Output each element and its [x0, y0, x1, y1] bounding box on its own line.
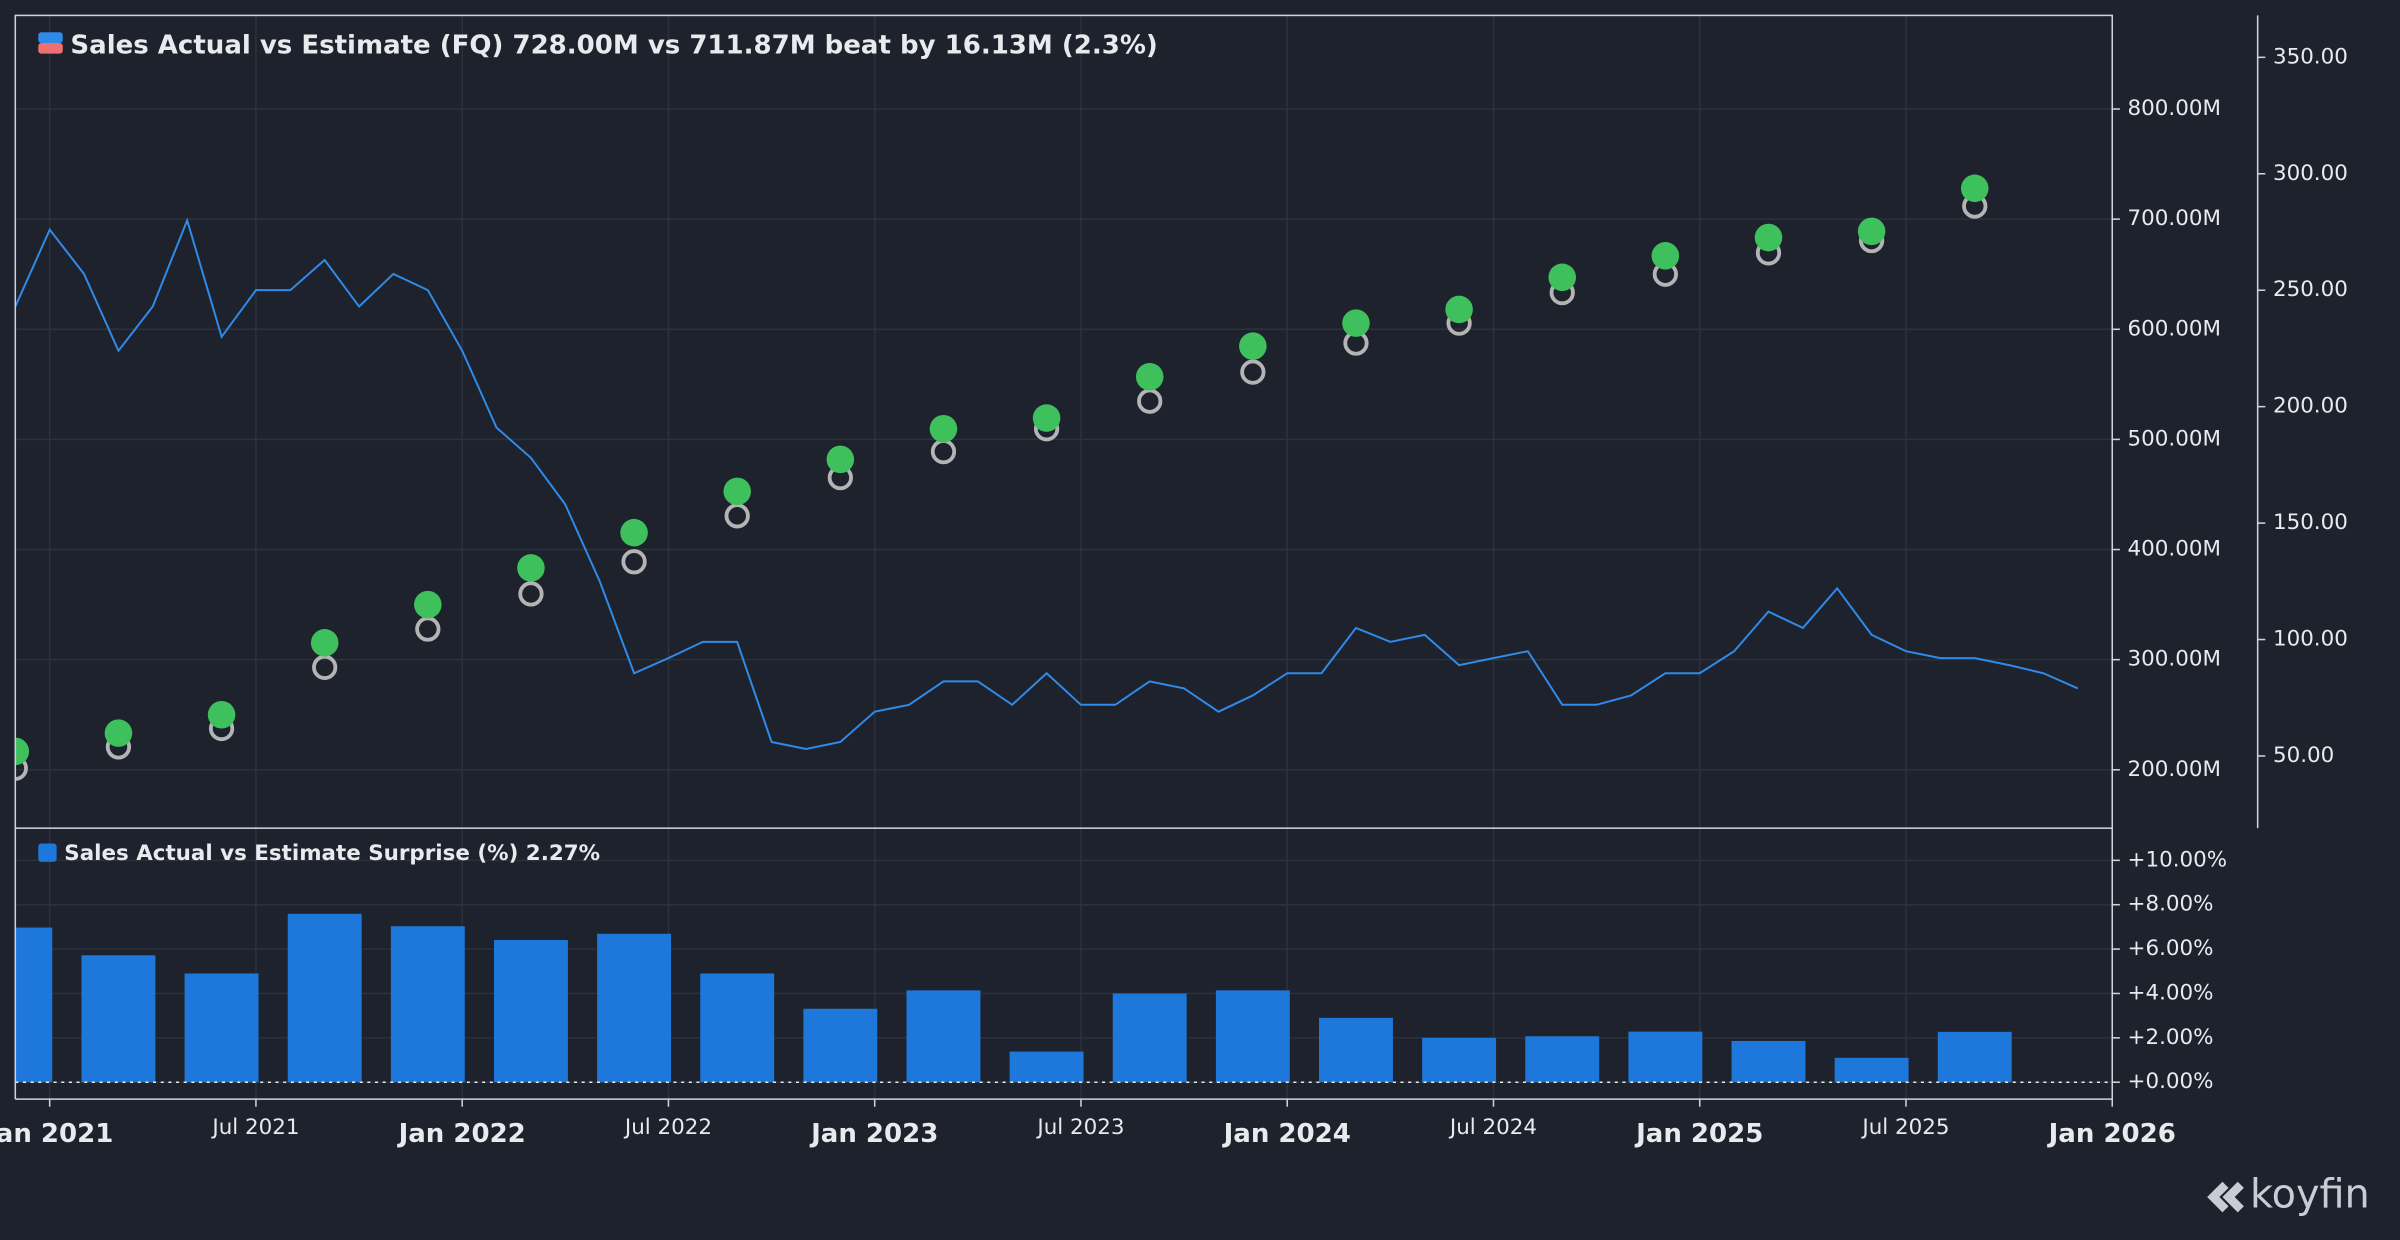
bar — [700, 973, 775, 1083]
y-tick-label: +8.00% — [2128, 892, 2214, 917]
legend-icon — [38, 32, 63, 43]
axes: 200.00M 300.00M 400.00M 500.00M 600.00M 700.0… — [0, 44, 2348, 1148]
y-tick-label: 500.00M — [2128, 426, 2221, 451]
bar — [184, 973, 259, 1083]
y2-tick-label: 200.00 — [2273, 394, 2348, 419]
actual-point — [207, 700, 236, 729]
bar — [1731, 1040, 1806, 1083]
x-tick-label: Jul 2025 — [1860, 1115, 1949, 1140]
y2-tick-label: 100.00 — [2273, 627, 2348, 652]
y-tick-label: 400.00M — [2128, 537, 2221, 562]
actual-point — [1342, 309, 1370, 337]
bar — [1319, 1017, 1393, 1083]
actual-point — [414, 590, 442, 619]
bar — [1422, 1037, 1497, 1083]
logo-icon — [2207, 1181, 2244, 1213]
actual-point — [1857, 217, 1886, 246]
y-tick-label: 200.00M — [2128, 757, 2221, 782]
bar — [1937, 1031, 2012, 1083]
bar — [390, 926, 465, 1083]
y-tick-label: 600.00M — [2128, 316, 2221, 341]
estimate-point — [312, 654, 338, 681]
actual-point — [1548, 263, 1577, 292]
actual-point — [310, 629, 339, 657]
actual-point — [1754, 223, 1783, 252]
bar — [287, 913, 362, 1083]
bar — [1009, 1051, 1084, 1083]
price-line — [15, 217, 2079, 751]
bar — [1525, 1036, 1600, 1083]
y2-tick-label: 350.00 — [2273, 44, 2348, 69]
y-tick-label: +2.00% — [2128, 1025, 2214, 1050]
x-tick-label: Jul 2023 — [1035, 1115, 1124, 1140]
y2-tick-label: 50.00 — [2273, 743, 2334, 768]
x-tick-label: Jan 2023 — [809, 1119, 938, 1149]
bar — [15, 927, 53, 1083]
actual-point — [1135, 362, 1164, 391]
bar — [1112, 993, 1187, 1083]
x-tick-label: Jan 2025 — [1634, 1119, 1763, 1149]
bar — [906, 990, 981, 1083]
actual-point — [104, 719, 133, 747]
y2-tick-label: 250.00 — [2273, 277, 2348, 302]
x-tick-label: Jan 2026 — [2047, 1119, 2176, 1149]
bar — [1628, 1031, 1703, 1083]
bar — [1834, 1057, 1909, 1083]
price-panel — [15, 15, 2113, 829]
chart-title: Sales Actual vs Estimate Surprise (%) 2.… — [64, 841, 600, 866]
actual-point — [1032, 404, 1061, 432]
panel-border — [14, 14, 2114, 829]
estimate-point — [15, 755, 28, 781]
estimate-point — [1240, 359, 1266, 385]
actual-point — [1960, 174, 1989, 203]
y-tick-label: 800.00M — [2128, 96, 2221, 121]
x-tick-label: Jan 2024 — [1222, 1119, 1351, 1149]
legend-icon — [38, 843, 57, 862]
y-tick-label: +0.00% — [2128, 1069, 2214, 1094]
actual-point — [723, 477, 751, 506]
x-tick-label: Jan 2021 — [0, 1119, 113, 1149]
x-tick-label: Jul 2022 — [623, 1115, 712, 1140]
x-tick-label: Jul 2021 — [210, 1115, 299, 1140]
actual-point — [517, 554, 545, 582]
y-tick-label: +10.00% — [2128, 847, 2228, 872]
actual-point — [1651, 242, 1680, 270]
actual-point — [15, 737, 30, 766]
actual-point — [826, 445, 855, 474]
bar — [597, 933, 672, 1083]
x-tick-label: Jul 2024 — [1448, 1115, 1537, 1140]
chart-title: Sales Actual vs Estimate (FQ) 728.00M vs… — [70, 31, 1157, 61]
y-tick-label: +6.00% — [2128, 936, 2214, 961]
x-tick-label: Jan 2022 — [397, 1119, 526, 1149]
y-tick-label: +4.00% — [2128, 980, 2214, 1005]
bar — [1215, 990, 1290, 1083]
y2-tick-label: 150.00 — [2273, 510, 2348, 535]
actual-point — [1239, 332, 1267, 360]
y2-tick-label: 300.00 — [2273, 161, 2348, 186]
actual-point — [620, 518, 648, 547]
surprise-panel — [15, 828, 2113, 1100]
y-tick-label: 300.00M — [2128, 647, 2221, 672]
actual-point — [1445, 295, 1473, 324]
y-tick-label: 700.00M — [2128, 206, 2221, 231]
estimate-point — [518, 581, 544, 607]
bar — [493, 939, 568, 1083]
legend-icon — [38, 42, 63, 54]
estimate-point — [621, 549, 647, 575]
bar — [803, 1008, 878, 1083]
bar — [81, 955, 156, 1083]
actual-point — [929, 414, 958, 443]
logo: koyfin — [2250, 1172, 2370, 1218]
